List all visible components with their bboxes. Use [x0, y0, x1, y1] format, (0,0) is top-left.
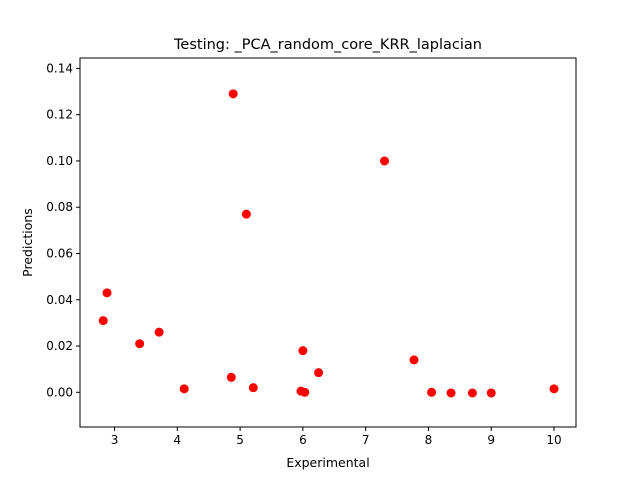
- y-tick-label: 0.04: [46, 293, 73, 307]
- data-point: [380, 156, 390, 166]
- y-tick-label: 0.14: [46, 61, 73, 75]
- chart-title: Testing: _PCA_random_core_KRR_laplacian: [173, 37, 482, 53]
- data-point: [135, 339, 145, 349]
- data-point: [179, 384, 189, 394]
- data-point: [314, 368, 324, 378]
- data-point: [467, 388, 477, 398]
- y-tick-label: 0.06: [46, 246, 73, 260]
- x-axis-label: Experimental: [286, 455, 369, 470]
- x-tick-label: 3: [111, 433, 119, 447]
- data-point: [102, 288, 112, 298]
- x-tick-label: 10: [546, 433, 561, 447]
- data-point: [226, 372, 236, 382]
- y-tick-label: 0.12: [46, 108, 73, 122]
- x-tick-label: 7: [362, 433, 370, 447]
- y-tick-label: 0.00: [46, 385, 73, 399]
- data-point: [248, 383, 258, 393]
- data-point: [228, 89, 238, 99]
- x-axis: 3 4 5 6 7 8 9 10: [111, 427, 562, 447]
- data-point: [241, 209, 251, 219]
- data-point: [98, 316, 108, 326]
- data-point: [300, 387, 310, 397]
- points-layer: [98, 89, 559, 398]
- x-tick-label: 6: [299, 433, 307, 447]
- x-tick-label: 5: [236, 433, 244, 447]
- data-point: [486, 388, 496, 398]
- plot-frame: [79, 57, 577, 428]
- y-tick-label: 0.08: [46, 200, 73, 214]
- data-point: [298, 346, 308, 356]
- x-tick-label: 8: [425, 433, 433, 447]
- x-tick-label: 4: [173, 433, 181, 447]
- data-point: [427, 387, 437, 397]
- y-axis-label: Predictions: [20, 208, 35, 277]
- data-point: [549, 384, 559, 394]
- y-tick-label: 0.02: [46, 339, 73, 353]
- y-axis: 0.00 0.02 0.04 0.06 0.08 0.10 0.12 0.14: [46, 61, 80, 399]
- y-tick-label: 0.10: [46, 154, 73, 168]
- data-point: [409, 355, 419, 365]
- data-point: [154, 327, 164, 337]
- data-point: [446, 388, 456, 398]
- x-tick-label: 9: [487, 433, 495, 447]
